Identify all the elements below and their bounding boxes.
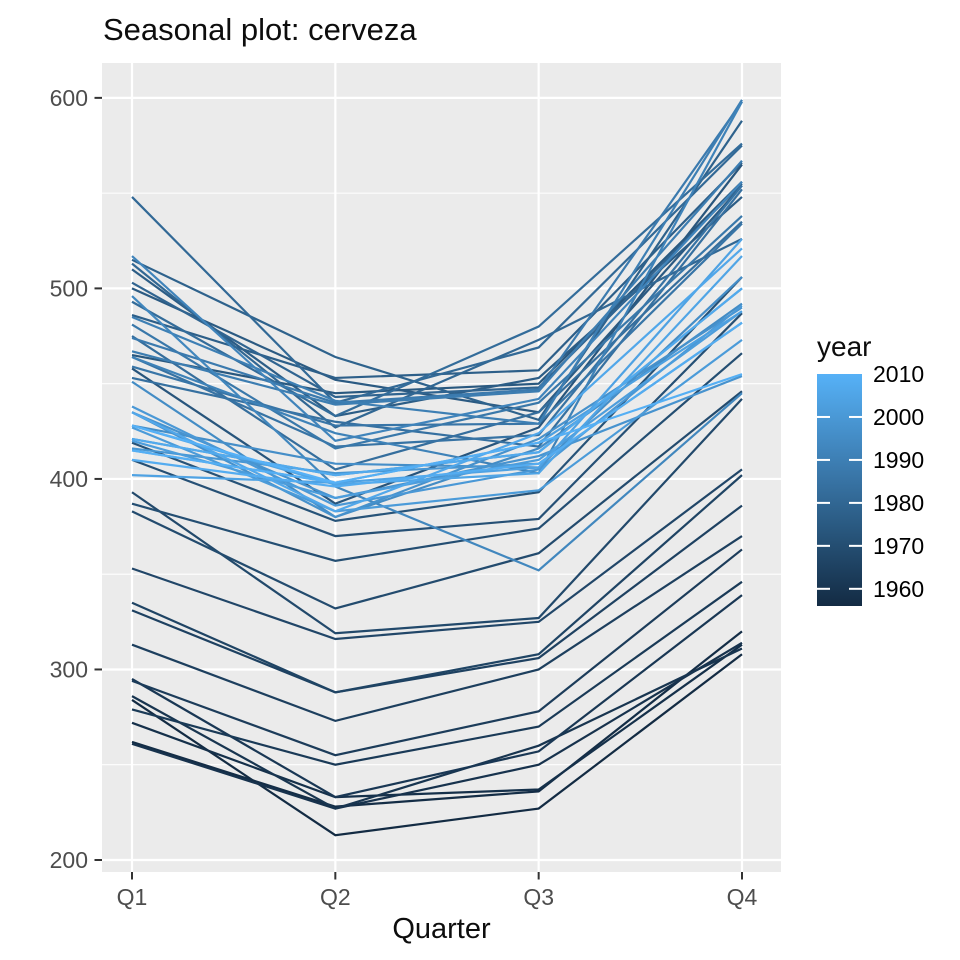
y-tick-label: 400 bbox=[50, 466, 88, 492]
y-tick-label: 200 bbox=[50, 847, 88, 873]
series-line-1958 bbox=[131, 643, 743, 799]
y-tick-label: 300 bbox=[50, 657, 88, 683]
legend-title: year bbox=[817, 331, 872, 362]
series-line-1964 bbox=[131, 535, 743, 723]
series-line-1970 bbox=[131, 352, 743, 562]
series-line-2010 bbox=[131, 424, 336, 484]
series-line-2006 bbox=[131, 247, 743, 513]
series-line-1967 bbox=[131, 468, 743, 641]
chart-title: Seasonal plot: cerveza bbox=[103, 12, 417, 47]
series-line-1959 bbox=[131, 641, 743, 810]
series-line-1989 bbox=[131, 160, 743, 406]
series-line-1960 bbox=[131, 647, 743, 810]
legend-colorbar bbox=[817, 374, 862, 606]
series-line-1988 bbox=[131, 101, 743, 404]
legend-tick-label: 1970 bbox=[873, 533, 924, 559]
legend-tick-label: 2010 bbox=[873, 361, 924, 387]
x-tick-label: Q1 bbox=[117, 884, 148, 910]
series-line-1992 bbox=[131, 180, 743, 443]
series-line-1956 bbox=[131, 653, 743, 837]
legend-tick-label: 1980 bbox=[873, 490, 924, 516]
x-tick-label: Q3 bbox=[523, 884, 554, 910]
y-tick-label: 500 bbox=[50, 275, 88, 301]
series-line-1968 bbox=[131, 398, 743, 635]
legend-tick-label: 1990 bbox=[873, 447, 924, 473]
x-tick-label: Q2 bbox=[320, 884, 351, 910]
y-tick-label: 600 bbox=[50, 85, 88, 111]
series-line-1963 bbox=[131, 548, 743, 757]
series-line-1966 bbox=[131, 474, 743, 694]
series-line-1993 bbox=[131, 295, 743, 572]
series-line-1957 bbox=[131, 630, 743, 808]
legend-tick-label: 1960 bbox=[873, 576, 924, 602]
legend-colorbar-group: 2010 2000 1990 1980 1970 1960 bbox=[817, 361, 924, 606]
series-line-1987 bbox=[131, 215, 743, 450]
series-line-1962 bbox=[131, 580, 743, 766]
series-line-2008 bbox=[131, 321, 743, 488]
series-line-1984 bbox=[131, 188, 743, 448]
x-axis-title: Quarter bbox=[392, 913, 491, 945]
series-lines bbox=[131, 99, 743, 837]
series-line-1969 bbox=[131, 390, 743, 610]
series-line-2009 bbox=[131, 373, 743, 484]
series-line-1991 bbox=[131, 101, 743, 475]
series-line-1990 bbox=[131, 99, 743, 425]
series-line-1965 bbox=[131, 504, 743, 694]
x-tick-label: Q4 bbox=[727, 884, 758, 910]
series-line-1978 bbox=[131, 120, 743, 422]
axes: 200 300 400 500 600 Q1 Q2 Q3 Q4 bbox=[50, 85, 758, 910]
legend-tick-label: 2000 bbox=[873, 404, 924, 430]
